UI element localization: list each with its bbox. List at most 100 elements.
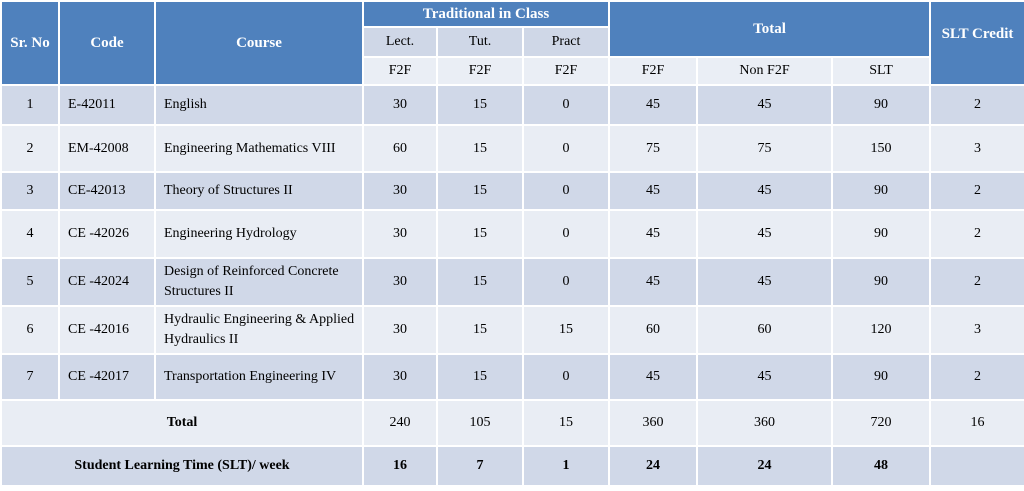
cell-f2f: 45 (608, 209, 699, 259)
cell-sr: 6 (0, 305, 60, 355)
total-tut: 105 (436, 399, 524, 447)
header-lect: Lect. (362, 26, 438, 58)
cell-slt: 90 (831, 84, 932, 126)
cell-code: CE -42017 (58, 353, 156, 401)
cell-non-f2f: 45 (696, 84, 834, 126)
cell-course: Engineering Mathematics VIII (154, 124, 364, 173)
cell-code: CE -42016 (58, 305, 156, 355)
header-total: Total (608, 0, 932, 58)
cell-non-f2f: 45 (696, 209, 834, 259)
cell-tut: 15 (436, 305, 524, 355)
slt-week-credit (929, 445, 1024, 487)
cell-credit: 3 (929, 124, 1024, 173)
total-pract: 15 (521, 399, 611, 447)
total-row: Total 240 105 15 360 360 720 16 (0, 399, 1024, 447)
cell-lect: 30 (362, 305, 438, 355)
cell-lect: 30 (362, 171, 438, 211)
cell-tut: 15 (436, 124, 524, 173)
cell-lect: 30 (362, 257, 438, 307)
cell-slt: 90 (831, 209, 932, 259)
cell-course: Theory of Structures II (154, 171, 364, 211)
slt-week-tut: 7 (436, 445, 524, 487)
slt-week-row: Student Learning Time (SLT)/ week 16 7 1… (0, 445, 1024, 487)
cell-f2f: 60 (608, 305, 699, 355)
cell-f2f: 45 (608, 353, 699, 401)
table-row: 2 EM-42008 Engineering Mathematics VIII … (0, 124, 1024, 173)
cell-credit: 2 (929, 171, 1024, 211)
cell-course: English (154, 84, 364, 126)
cell-non-f2f: 45 (696, 353, 834, 401)
slt-week-non-f2f: 24 (696, 445, 834, 487)
cell-slt: 90 (831, 171, 932, 211)
cell-course: Transportation Engineering IV (154, 353, 364, 401)
cell-credit: 3 (929, 305, 1024, 355)
cell-non-f2f: 60 (696, 305, 834, 355)
header-slt: SLT (831, 56, 932, 86)
cell-code: CE -42024 (58, 257, 156, 307)
cell-credit: 2 (929, 257, 1024, 307)
cell-non-f2f: 45 (696, 171, 834, 211)
cell-tut: 15 (436, 257, 524, 307)
header-f2f-lect: F2F (362, 56, 438, 86)
slt-week-slt: 48 (831, 445, 932, 487)
cell-sr: 3 (0, 171, 60, 211)
cell-pract: 0 (521, 209, 611, 259)
cell-pract: 0 (521, 171, 611, 211)
cell-lect: 30 (362, 209, 438, 259)
header-f2f-total: F2F (608, 56, 699, 86)
cell-sr: 2 (0, 124, 60, 173)
cell-pract: 0 (521, 84, 611, 126)
total-label: Total (0, 399, 364, 447)
cell-credit: 2 (929, 209, 1024, 259)
slt-week-f2f: 24 (608, 445, 699, 487)
header-slt-credit: SLT Credit (929, 0, 1024, 86)
cell-tut: 15 (436, 84, 524, 126)
cell-sr: 1 (0, 84, 60, 126)
cell-credit: 2 (929, 353, 1024, 401)
table-row: 4 CE -42026 Engineering Hydrology 30 15 … (0, 209, 1024, 259)
total-lect: 240 (362, 399, 438, 447)
cell-f2f: 45 (608, 257, 699, 307)
header-code: Code (58, 0, 156, 86)
cell-f2f: 75 (608, 124, 699, 173)
header-f2f-tut: F2F (436, 56, 524, 86)
slt-week-lect: 16 (362, 445, 438, 487)
cell-code: CE-42013 (58, 171, 156, 211)
table-row: 6 CE -42016 Hydraulic Engineering & Appl… (0, 305, 1024, 355)
cell-tut: 15 (436, 353, 524, 401)
cell-pract: 0 (521, 124, 611, 173)
cell-course: Design of Reinforced Concrete Structures… (154, 257, 364, 307)
table-row: 7 CE -42017 Transportation Engineering I… (0, 353, 1024, 401)
header-course: Course (154, 0, 364, 86)
cell-pract: 0 (521, 353, 611, 401)
cell-f2f: 45 (608, 171, 699, 211)
header-non-f2f: Non F2F (696, 56, 834, 86)
cell-tut: 15 (436, 171, 524, 211)
cell-f2f: 45 (608, 84, 699, 126)
cell-sr: 5 (0, 257, 60, 307)
cell-slt: 90 (831, 257, 932, 307)
cell-sr: 7 (0, 353, 60, 401)
cell-code: CE -42026 (58, 209, 156, 259)
header-traditional: Traditional in Class (361, 0, 611, 28)
cell-tut: 15 (436, 209, 524, 259)
cell-sr: 4 (0, 209, 60, 259)
table-row: 1 E-42011 English 30 15 0 45 45 90 2 (0, 84, 1024, 126)
cell-course: Engineering Hydrology (154, 209, 364, 259)
cell-slt: 150 (831, 124, 932, 173)
header-f2f-pract: F2F (521, 56, 611, 86)
slt-week-label: Student Learning Time (SLT)/ week (0, 445, 364, 487)
cell-slt: 120 (831, 305, 932, 355)
cell-lect: 60 (362, 124, 438, 173)
table-row: 3 CE-42013 Theory of Structures II 30 15… (0, 171, 1024, 211)
header-pract: Pract (521, 26, 611, 58)
total-slt: 720 (831, 399, 932, 447)
cell-slt: 90 (831, 353, 932, 401)
cell-non-f2f: 75 (696, 124, 834, 173)
cell-lect: 30 (362, 353, 438, 401)
cell-code: EM-42008 (58, 124, 156, 173)
cell-course: Hydraulic Engineering & Applied Hydrauli… (154, 305, 364, 355)
cell-pract: 0 (521, 257, 611, 307)
cell-pract: 15 (521, 305, 611, 355)
